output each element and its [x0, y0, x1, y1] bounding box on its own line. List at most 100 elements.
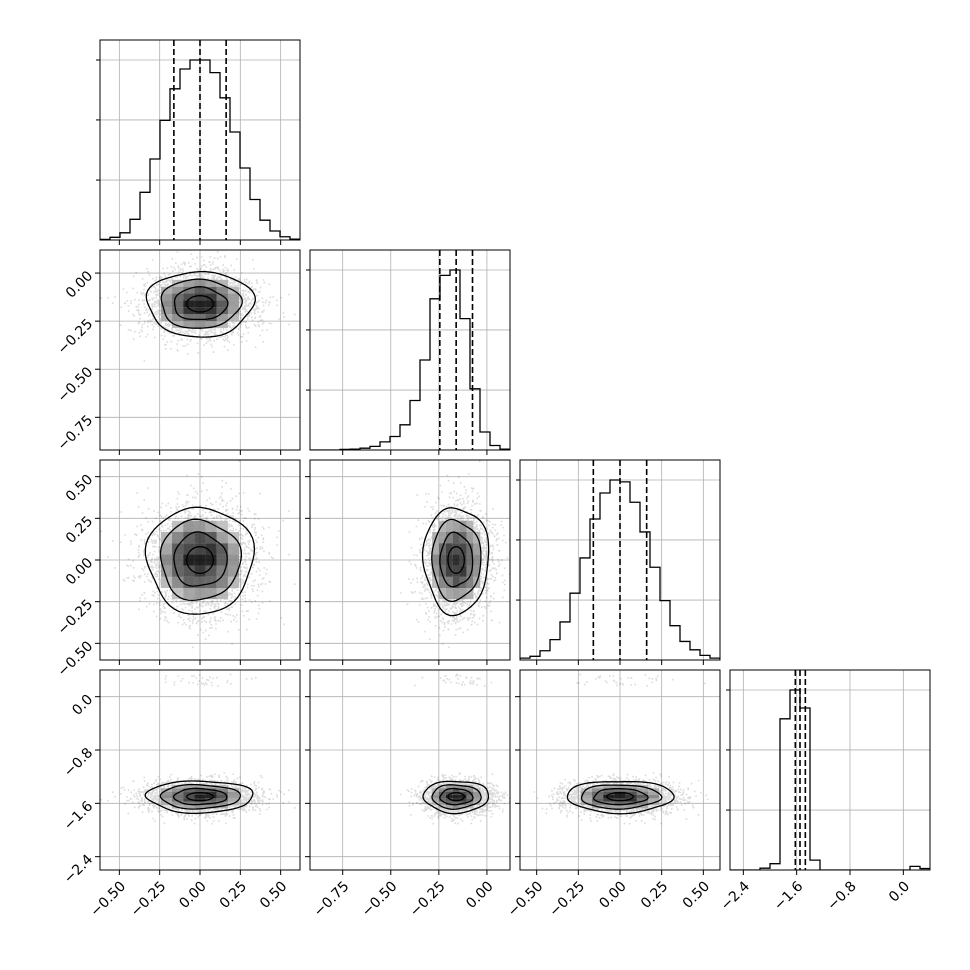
density-cell [194, 543, 206, 555]
density-cell [194, 300, 206, 308]
density-cell [438, 588, 446, 600]
density-cell [452, 788, 460, 792]
density-cell [194, 554, 206, 566]
density-cell [466, 588, 474, 600]
density-cell [172, 532, 184, 544]
density-cell [625, 784, 637, 789]
density-cell [432, 791, 439, 795]
density-cell [227, 293, 240, 301]
y-tick-label: −0.50 [55, 638, 97, 680]
density-cell [194, 588, 206, 600]
density-cell [183, 300, 195, 308]
density-cell [432, 565, 439, 577]
density-cell [183, 565, 195, 577]
contour-line [421, 507, 490, 617]
density-cell [205, 791, 217, 795]
density-cell [452, 784, 460, 789]
x-tick-label: 0.25 [217, 878, 250, 911]
x-tick-label: −0.8 [824, 878, 859, 913]
density-cell [183, 791, 195, 795]
density-cell [445, 805, 453, 809]
x-tick-label: −0.25 [546, 878, 588, 920]
contour-line [593, 788, 649, 806]
density-cell [636, 798, 648, 802]
density-cell [160, 798, 173, 802]
x-tick-label: −0.75 [311, 878, 353, 920]
density-cell [194, 794, 206, 799]
density-cell [452, 588, 460, 600]
density-cell [216, 520, 228, 532]
density-cell [160, 565, 173, 577]
y-tick-label: 0.0 [69, 692, 96, 719]
density-cell [438, 532, 446, 544]
density-cell [227, 543, 240, 555]
scatter-points [533, 673, 720, 825]
density-cell [216, 314, 228, 322]
density-cell [459, 798, 467, 802]
y-tick-label: −2.4 [61, 852, 96, 887]
density-cell [614, 788, 626, 792]
density-cell [160, 791, 173, 795]
contour-line [173, 286, 229, 321]
density-cell [459, 805, 467, 809]
x-tick-label: −0.25 [128, 878, 170, 920]
density-cell [216, 576, 228, 588]
contour-line [606, 792, 634, 802]
density-cell [227, 300, 240, 308]
density-cell [625, 798, 637, 802]
density-cell [172, 798, 184, 802]
density-cell [194, 576, 206, 588]
density-cell [438, 798, 446, 802]
density-cell [205, 520, 217, 532]
x-tick-label: 0.50 [680, 878, 713, 911]
density-cell [636, 794, 648, 799]
density-cell [466, 565, 474, 577]
density-cell [432, 576, 439, 588]
y-tick-label: −1.6 [61, 798, 96, 833]
density-cell [205, 588, 217, 600]
density-cell [625, 791, 637, 795]
density-cell [216, 543, 228, 555]
density-cell [183, 588, 195, 600]
contour-line [566, 781, 675, 815]
density-cell [636, 788, 648, 792]
density-cell [459, 543, 467, 555]
density-cell [614, 805, 626, 809]
density-cell [625, 794, 637, 799]
density-cell [183, 798, 195, 802]
y-tick-label: 0.00 [63, 268, 96, 301]
x-tick-label: −0.50 [505, 878, 547, 920]
density-cell [172, 554, 184, 566]
density-cell [227, 554, 240, 566]
density-cell [459, 520, 467, 532]
density-cell [603, 798, 615, 802]
density-cell [160, 307, 173, 315]
density-cell [183, 554, 195, 566]
density-cell [466, 798, 474, 802]
density-cell [452, 576, 460, 588]
contour-line [431, 784, 482, 810]
density-cell [580, 791, 592, 795]
density-cell [183, 532, 195, 544]
density-cell [452, 532, 460, 544]
density-cell [194, 314, 206, 322]
contour-line [431, 518, 482, 603]
density-cell [216, 286, 228, 294]
density-cell [432, 543, 439, 555]
density-cell [205, 279, 217, 287]
density-cell [438, 565, 446, 577]
contour-line [145, 270, 256, 338]
contour-line [422, 780, 490, 815]
x-tick-label: 0.50 [257, 878, 290, 911]
density-cell [194, 307, 206, 315]
density-cell [473, 532, 481, 544]
density-cell [216, 532, 228, 544]
density-cell [216, 788, 228, 792]
density-cell [452, 565, 460, 577]
density-cell [172, 300, 184, 308]
density-cell [459, 784, 467, 789]
contour-line [186, 546, 214, 574]
density-cell [194, 279, 206, 287]
density-cell [183, 286, 195, 294]
density-cell [432, 794, 439, 799]
